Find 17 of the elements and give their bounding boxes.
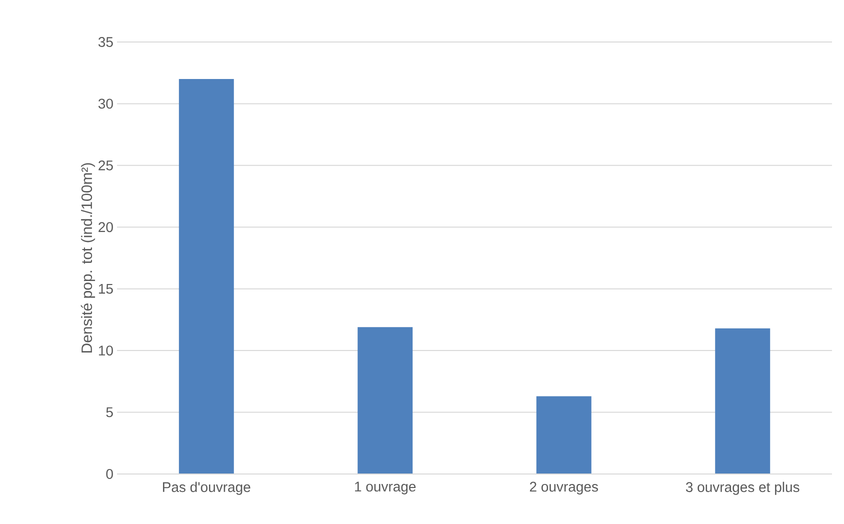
- x-tick-label: 1 ouvrage: [355, 482, 416, 494]
- y-tick-label: 35: [98, 37, 113, 47]
- bar: [715, 328, 770, 474]
- y-tick-label: 5: [106, 407, 113, 418]
- y-tick-label: 10: [98, 346, 113, 356]
- bar: [178, 79, 234, 474]
- x-tick-label: 2 ouvrages: [530, 482, 598, 494]
- y-tick-label: 30: [98, 98, 113, 109]
- bar: [536, 396, 592, 474]
- y-tick-label: 0: [106, 469, 113, 479]
- x-tick-label: Pas d'ouvrage: [162, 482, 250, 495]
- bar: [358, 327, 413, 474]
- y-tick-label: 15: [98, 284, 113, 294]
- y-tick-label: 20: [98, 222, 113, 232]
- y-tick-label: 25: [98, 160, 113, 170]
- y-axis-title: Densité pop. tot (ind./100m²): [80, 163, 96, 353]
- x-tick-label: 3 ouvrages et plus: [686, 482, 800, 495]
